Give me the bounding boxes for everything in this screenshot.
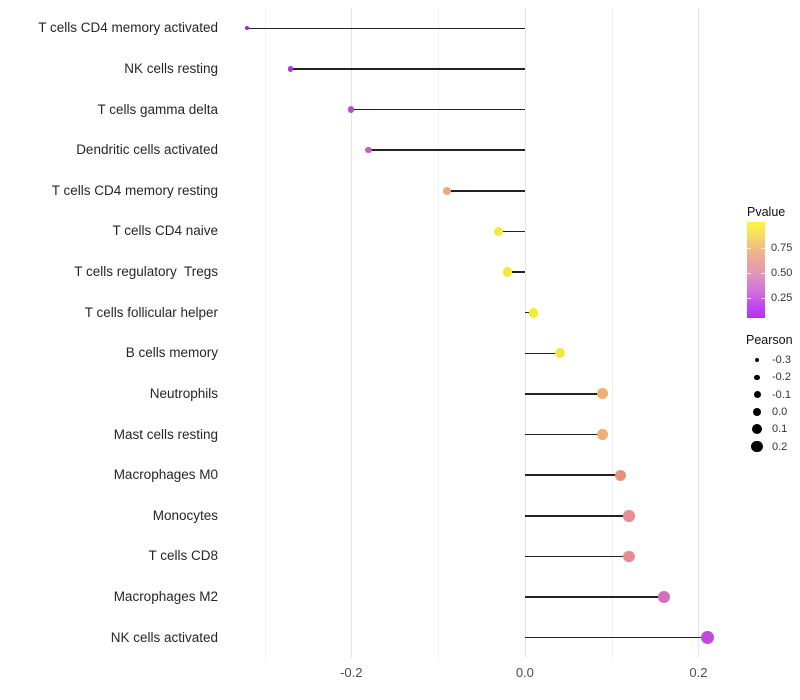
category-label: Macrophages M2 (113, 589, 218, 605)
category-label: T cells CD8 (148, 548, 218, 564)
lollipop-stem (351, 108, 525, 111)
data-point (700, 631, 714, 645)
lollipop-stem (524, 393, 603, 395)
category-label: T cells CD4 naive (112, 223, 218, 239)
data-point (528, 307, 539, 318)
lollipop-stem (524, 515, 629, 517)
category-label: Mast cells resting (113, 426, 218, 442)
data-point (623, 550, 635, 563)
pearson-legend-dot (754, 374, 760, 381)
x-tick-label: 0.2 (689, 665, 708, 680)
data-point (614, 469, 626, 481)
colorbar-tick-mark (761, 297, 765, 300)
major-gridline (698, 8, 700, 658)
colorbar-tick-mark (747, 272, 751, 275)
pvalue-legend-title: Pvalue (747, 205, 786, 219)
category-label: T cells follicular helper (84, 304, 218, 320)
pearson-legend-dot (752, 424, 762, 435)
data-point (597, 388, 609, 400)
colorbar-tick-mark (761, 247, 765, 250)
minor-gridline (438, 8, 440, 658)
lollipop-stem (524, 636, 708, 639)
data-point (502, 267, 513, 277)
data-point (657, 591, 670, 604)
category-label: Neutrophils (149, 385, 218, 401)
data-point (554, 348, 565, 359)
lollipop-stem (524, 433, 603, 436)
data-point (623, 510, 635, 522)
category-label: Macrophages M0 (113, 467, 218, 483)
category-label: NK cells resting (124, 60, 218, 76)
data-point (442, 186, 451, 195)
pearson-legend-dot (753, 391, 761, 399)
pearson-legend-label: 0.1 (772, 423, 788, 436)
colorbar-tick-mark (761, 272, 765, 275)
lollipop-stem (446, 190, 525, 192)
category-label: T cells gamma delta (97, 101, 218, 117)
pearson-legend-dot (752, 407, 762, 417)
pvalue-tick-label: 0.25 (771, 291, 793, 304)
category-label: NK cells activated (110, 629, 218, 645)
lollipop-stem (524, 596, 664, 598)
colorbar-tick-mark (747, 297, 751, 300)
lollipop-stem (507, 271, 525, 273)
x-tick-label: 0.0 (515, 665, 534, 680)
lollipop-stem (247, 27, 525, 29)
category-label: Dendritic cells activated (76, 142, 218, 158)
category-label: T cells CD4 memory resting (51, 182, 218, 198)
pearson-legend-label: -0.1 (772, 388, 791, 401)
category-label: Monocytes (152, 507, 218, 523)
data-point (365, 146, 372, 154)
minor-gridline (611, 8, 613, 658)
data-point (244, 26, 250, 31)
data-point (494, 226, 504, 236)
lollipop-stem (290, 68, 525, 70)
x-tick-label: -0.2 (340, 665, 363, 680)
category-label: B cells memory (125, 345, 218, 361)
data-point (597, 429, 609, 441)
category-label: T cells CD4 memory activated (38, 20, 218, 36)
pearson-legend-label: 0.0 (772, 405, 788, 418)
minor-gridline (264, 8, 266, 658)
pearson-legend-dot (751, 440, 763, 453)
pvalue-colorbar (747, 222, 765, 318)
major-gridline (351, 8, 353, 658)
pearson-legend-label: -0.2 (772, 371, 791, 384)
data-point (348, 106, 355, 113)
pearson-legend-title: Pearson (746, 333, 793, 347)
pearson-legend-label: -0.3 (772, 354, 791, 366)
lollipop-stem (524, 555, 629, 558)
data-point (287, 66, 294, 72)
pvalue-tick-label: 0.75 (771, 241, 793, 254)
lollipop-stem (524, 352, 560, 354)
colorbar-tick-mark (747, 247, 751, 250)
major-gridline (524, 8, 526, 658)
pvalue-tick-label: 0.50 (771, 266, 793, 279)
lollipop-stem (498, 230, 525, 233)
category-label: T cells regulatory Tregs (74, 264, 218, 280)
lollipop-stem (368, 149, 525, 151)
pearson-legend-label: 0.2 (772, 440, 788, 453)
lollipop-stem (524, 474, 621, 476)
pearson-legend-dot (755, 358, 759, 362)
